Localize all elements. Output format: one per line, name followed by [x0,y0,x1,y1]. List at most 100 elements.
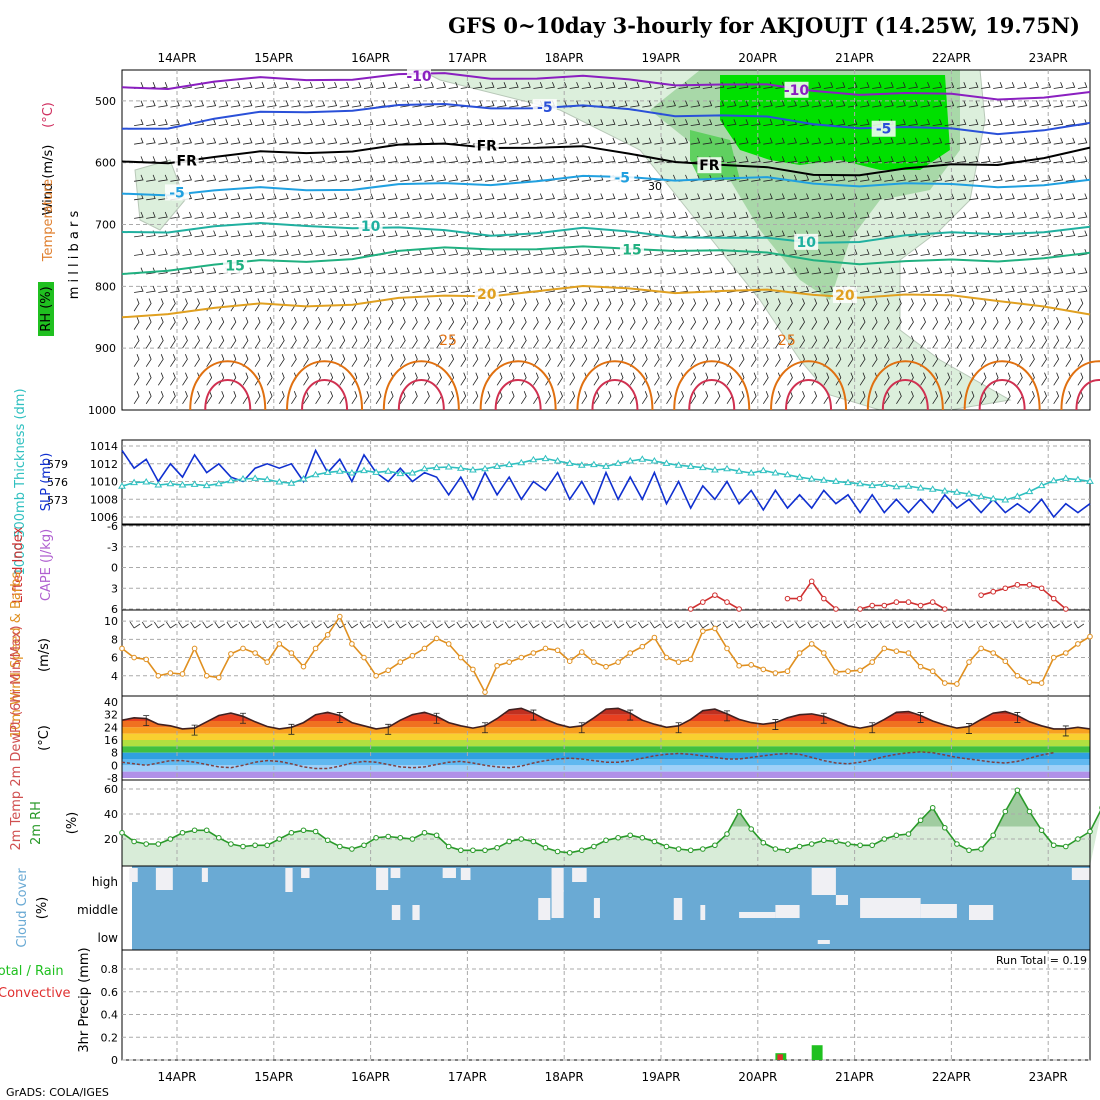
wind-barb [376,119,386,126]
wind-barb [351,391,358,405]
run-total-label: Run Total = 0.19 [996,954,1087,967]
wind-barb [242,230,253,238]
wind-barb [158,82,168,89]
wind-barb [569,391,576,405]
wind-barb [618,267,628,275]
wind-barb [739,211,749,219]
wind-barb [1077,286,1088,293]
wind-barb [762,391,769,405]
wind-barb [642,193,652,201]
wind-barb [799,298,805,312]
wind-barb [666,211,676,219]
cloud-gap [412,905,420,920]
wind-barb [339,137,350,145]
isotherm-label-bg [532,99,557,116]
wind-barb [1077,211,1088,219]
wind-barb [508,316,515,330]
wind-barb [968,193,979,201]
wind-barb [642,211,652,219]
date-label-bottom: 14APR [157,1070,196,1084]
wind-barb [908,100,918,108]
wind-barb [134,174,144,182]
wind-barb [690,211,701,219]
wind-barb [593,316,600,330]
wind-barb [763,174,773,182]
thickness-point [674,461,683,468]
wind-barb [460,335,467,349]
wind-barb [799,248,810,256]
cloud-gap [285,868,293,892]
wind-barb [1041,354,1047,367]
wind-barb [968,230,979,238]
wind-barb [762,298,769,312]
wind-speed-point [724,645,730,652]
temp-minmax-bar [385,723,392,735]
wind-barb [509,193,519,201]
temp-minmax-bar [1062,725,1069,737]
wind-barb [1029,137,1039,145]
wind-barb [315,316,321,330]
wind-barb [496,316,503,330]
wind-barb [157,372,164,386]
wind-barb [363,156,374,164]
rh2m-point [203,827,210,834]
isotherm-label: 15 [622,242,641,258]
wind-barb [182,316,188,330]
wind-barb [799,267,810,275]
rh2m-point [397,834,404,841]
wind-barb [860,119,870,126]
wind-barb [448,174,459,182]
wind-barb [545,267,555,275]
thickness-point [1001,496,1010,503]
wind-barb [944,82,955,89]
rh2m-point [917,817,924,824]
rh2m-point [821,837,827,844]
date-label-bottom: 21APR [835,1070,874,1084]
wind-barb [883,298,890,312]
rh2m-point [385,833,392,840]
lifted-index-point [942,606,948,612]
surface-wind-barb [565,621,576,629]
wind-barb [605,193,616,201]
wind-barb [872,137,882,145]
wind-barb [497,267,507,275]
cloud-gap [860,898,921,918]
cloud-gap [817,940,830,944]
temp-minmax-bar [578,722,585,734]
wind-barb [847,335,854,349]
wind-speed-point [312,645,319,652]
wind-barb [1053,193,1064,201]
wind-barb [932,354,939,367]
rh2m-point [724,831,730,837]
slp-tick: 1008 [90,493,118,506]
cloud-unit: (%) [35,897,50,920]
wind-barb [520,372,527,386]
wind-barb [593,267,604,275]
thickness-point [916,484,925,491]
wind-barb [872,286,882,293]
wind-barb [557,316,563,330]
wind-barb [714,372,721,386]
thickness-point [783,470,792,478]
wind-barb [811,174,822,182]
wind-barb [460,82,471,89]
wind-barb [1029,354,1035,367]
rh2m-point [228,841,234,847]
surface-wind-barb [311,621,322,629]
surface-wind-barb [698,621,710,629]
wind-barb [714,119,725,126]
wind-barb [1041,211,1052,219]
thickness-point [190,480,199,487]
rh2m-point [361,842,367,849]
wind-barb [980,391,987,405]
wind-barb [460,286,471,293]
wind-barb [1004,298,1011,312]
wind-barb [654,156,664,164]
wind-barb [255,156,265,164]
rh2m-point [458,847,464,854]
wind-barb [581,335,588,349]
rh2m-point [796,843,803,850]
surface-wind-barb [916,621,927,629]
wind-barb [339,286,350,293]
wind-barb [448,248,459,256]
